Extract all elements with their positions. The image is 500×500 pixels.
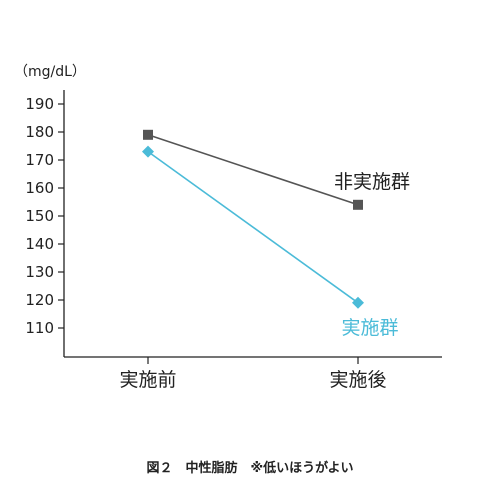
y-tick-label: 190 xyxy=(25,95,54,113)
data-point-marker xyxy=(353,199,363,210)
line-chart: （mg/dL） 110120130140150160170180190 実施前実… xyxy=(14,64,442,391)
x-category-label: 実施前 xyxy=(119,369,176,391)
y-ticks: 110 120 130 140 150 160 170 180 190 xyxy=(25,95,64,337)
y-tick-label: 130 xyxy=(25,263,54,281)
data-point-marker xyxy=(143,129,153,140)
x-category-label: 実施後 xyxy=(329,369,386,391)
y-tick-label: 170 xyxy=(25,151,54,169)
data-point-marker xyxy=(142,145,154,158)
y-tick-label: 160 xyxy=(25,179,54,197)
series-line xyxy=(147,150,359,304)
figure-caption: 図２ 中性脂肪 ※低いほうがよい xyxy=(146,461,354,476)
x-ticks: 実施前 実施後 xyxy=(119,357,387,391)
series-line xyxy=(147,134,359,206)
y-tick-label: 110 xyxy=(25,319,54,337)
y-tick-label: 140 xyxy=(25,235,54,253)
data-point-marker xyxy=(352,296,364,309)
series-label: 非実施群 xyxy=(334,171,410,193)
y-tick-label: 180 xyxy=(25,123,54,141)
y-axis-unit-label: （mg/dL） xyxy=(14,64,86,80)
y-tick-label: 150 xyxy=(25,207,54,225)
y-tick-label: 120 xyxy=(25,291,54,309)
series-label: 実施群 xyxy=(341,317,398,339)
